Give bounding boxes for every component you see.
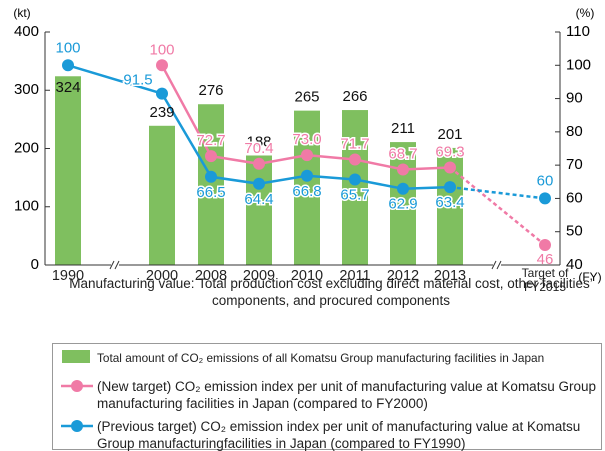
y-tick-label: 300 (14, 81, 39, 98)
data-label: 65.7 (340, 186, 369, 203)
point (156, 87, 168, 100)
data-label: 100 (55, 39, 80, 56)
y-axis-label: (kt) (13, 6, 30, 20)
x-tick-label: 1990 (51, 268, 85, 284)
data-label: 63.4 (435, 194, 464, 211)
legend-swatch (62, 350, 90, 363)
data-label: 100 (149, 41, 174, 58)
legend: Total amount of CO₂ emissions of all Kom… (52, 343, 602, 451)
bar (246, 155, 272, 265)
data-label: 276 (198, 82, 223, 99)
x-tick-label: 2012 (386, 268, 420, 284)
y2-tick-label: 40 (566, 256, 583, 273)
data-label: 68.7 (388, 145, 417, 162)
data-label: 324 (55, 79, 80, 96)
x-tick-label: 2011 (339, 268, 371, 284)
point (253, 157, 265, 170)
y-tick-label: 0 (31, 256, 39, 273)
point (539, 192, 551, 205)
data-label: 91.5 (123, 72, 152, 89)
point (301, 169, 313, 182)
data-label: 64.4 (244, 191, 273, 208)
point (539, 239, 551, 252)
legend-point (71, 420, 83, 432)
data-label: 265 (294, 89, 319, 106)
data-label: 73.0 (292, 131, 321, 148)
data-label: 188 (246, 133, 271, 150)
axis-break (114, 260, 120, 270)
bar (390, 142, 416, 265)
x-tick-label: 2009 (242, 268, 276, 284)
point (205, 170, 217, 183)
point (444, 181, 456, 194)
bar (55, 76, 81, 266)
point (156, 59, 168, 72)
axis-break (491, 260, 497, 270)
data-label: 60 (537, 172, 554, 189)
x-tick-label: 2000 (145, 268, 179, 284)
data-label: 62.9 (388, 196, 417, 213)
point (349, 153, 361, 166)
data-label: 66.5 (196, 184, 225, 201)
data-label: 70.4 (244, 140, 273, 157)
y2-tick-label: 110 (566, 23, 590, 40)
axis-break-gap (493, 261, 501, 269)
y2-tick-label: 90 (566, 90, 583, 107)
axis-break (496, 260, 502, 270)
legend-label: (Previous target) CO₂ emission index per… (97, 419, 581, 451)
y2-axis-label: (%) (576, 6, 595, 20)
data-label: 266 (342, 88, 367, 105)
y-tick-label: 400 (14, 23, 39, 40)
note: Manufacturing value: Total production co… (69, 276, 593, 308)
data-label: 69.3 (435, 143, 464, 160)
projection-line (449, 185, 546, 200)
bar (149, 125, 175, 265)
point (397, 182, 409, 195)
y2-tick-label: 50 (566, 223, 583, 240)
x-tick-label: 2013 (433, 268, 467, 284)
line (67, 64, 451, 191)
axis-break-gap (111, 261, 119, 269)
legend-point (71, 380, 83, 392)
bar (198, 104, 224, 265)
x-axis-label: (FY) (578, 270, 601, 284)
bar (342, 110, 368, 266)
axis-break (109, 260, 115, 270)
x-tick-label: 2008 (194, 268, 228, 284)
point (253, 177, 265, 190)
point (444, 161, 456, 174)
data-label: 46 (537, 251, 554, 268)
point (62, 59, 74, 72)
bar (294, 110, 320, 265)
legend-label: (New target) CO₂ emission index per unit… (97, 379, 596, 411)
y2-tick-label: 80 (566, 123, 583, 140)
data-label: 211 (391, 120, 415, 137)
y2-tick-label: 70 (566, 156, 583, 173)
data-label: 71.7 (340, 135, 369, 152)
x-tick-label: 2010 (290, 268, 324, 284)
x-tick-label: Target of FY2015 (521, 266, 569, 294)
data-label: 66.8 (292, 183, 321, 200)
data-label: 239 (149, 104, 174, 121)
y2-tick-label: 100 (566, 56, 591, 73)
legend-symbols (61, 350, 93, 432)
legend-label: Total amount of CO₂ emissions of all Kom… (97, 351, 545, 365)
y-tick-label: 200 (14, 139, 39, 156)
y-tick-label: 100 (14, 198, 39, 215)
point (397, 163, 409, 176)
data-label: 201 (437, 126, 462, 143)
point (301, 149, 313, 162)
point (205, 150, 217, 163)
y2-tick-label: 60 (566, 189, 583, 206)
point (349, 173, 361, 186)
data-label: 72.7 (196, 132, 225, 149)
